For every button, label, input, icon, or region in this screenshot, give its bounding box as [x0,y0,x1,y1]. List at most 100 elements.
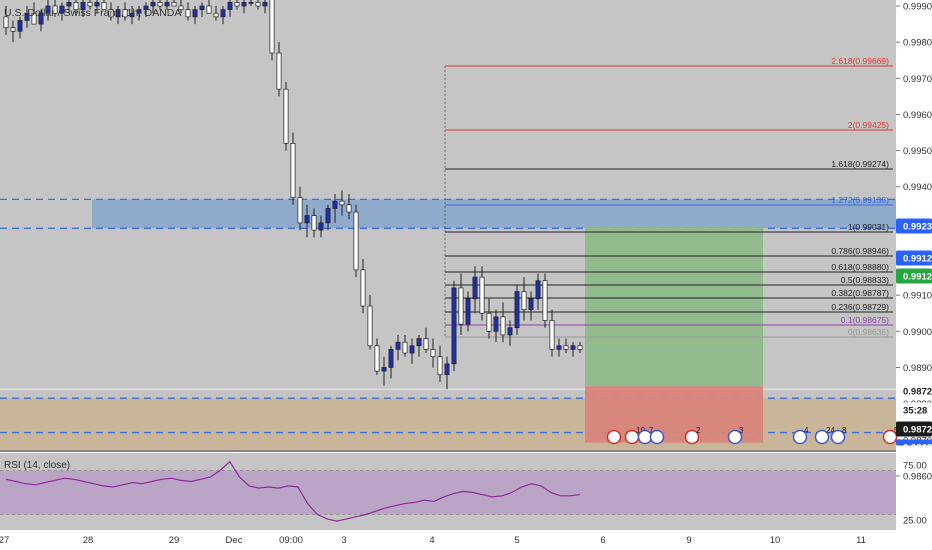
candle-body [472,276,478,300]
candle-body [101,2,107,10]
price-badge [896,250,932,266]
candle-body [381,367,387,372]
fib-label-1.272: 1.272(0.99138) [831,195,889,205]
candle-body [73,2,79,10]
candle-body [199,5,205,10]
time-label: 3 [341,535,346,546]
price-axis-labels: 0.99232 0.99128 0.99126 0.98728 35:28 0.98724… [896,218,932,454]
candle-body [185,9,191,18]
fib-label-0.786: 0.786(0.98946) [831,246,889,256]
candle-body [80,2,86,10]
event-count: 4 [804,426,809,435]
candle-body [451,287,457,365]
price-badge-text: 0.98724 [903,425,932,436]
price-badge-text: 0.99232 [903,222,932,233]
rsi-line [5,460,581,522]
event-marker [606,429,622,445]
economic-events-layer[interactable]: 1072342485 [606,426,900,445]
candle-body [10,27,16,32]
event-count: 7 [649,426,654,435]
candle-body [52,5,58,14]
candle-body [549,320,555,350]
time-label: 9 [686,535,691,546]
price-badge [896,439,932,446]
rsi-tick-label: 25.00 [903,516,927,527]
price-badge-text: 35:28 [903,406,927,417]
time-axis-background[interactable] [0,530,932,550]
time-label: 6 [600,535,605,546]
rsi-title: RSI (14, close) [4,460,70,471]
candle-body [311,215,317,231]
candle-body [269,0,275,54]
candle-body [528,298,534,310]
fib-label-0.618: 0.618(0.98880) [831,262,889,272]
candle-body [423,338,429,350]
time-label: 11 [856,535,866,546]
price-badge [896,421,932,437]
candle-body [556,345,562,350]
candle-body [59,5,65,14]
candle-body [479,276,485,314]
time-label: 10 [770,535,781,546]
candle-body [444,363,450,376]
candle-body [409,345,415,354]
candle-body [514,291,520,329]
fib-label-0.236: 0.236(0.98729) [831,302,889,312]
candle-body [353,211,359,271]
candle-body [402,341,408,354]
event-marker [792,429,808,445]
candle-body [500,316,506,336]
candle-body [45,5,51,14]
candle-body [38,12,44,25]
candle-body [493,316,499,332]
candle-body [346,204,352,213]
candle-body [171,2,177,7]
candle-body [367,305,373,347]
candle-body [388,349,394,368]
symbol-title: U.S. Dollar / Swiss Franc, 1h, OANDA [4,7,181,19]
candle-body [262,2,268,7]
candle-body [31,12,37,25]
candle-body [339,200,345,206]
candle-body [458,287,464,325]
candle-body [297,197,303,224]
candle-body [535,280,541,300]
candle-body [234,2,240,7]
candle-body [332,200,338,209]
candle-body [136,9,142,14]
time-label: Dec [226,535,243,546]
candle-body [542,280,548,321]
event-count: 8 [842,426,847,435]
candle-body [374,345,380,372]
price-badge [896,218,932,234]
candle-body [325,208,331,224]
event-marker [814,429,830,445]
candle-body [213,12,219,18]
candle-body [122,9,128,18]
candle-body [276,52,282,90]
candle-body [108,9,114,18]
event-marker [830,429,846,445]
candle-body [507,327,513,336]
supply-zone [92,199,896,229]
candle-body [248,2,254,4]
time-label: 09:00 [279,535,303,546]
price-tick-label: 0.98600 [903,471,932,482]
price-badge [896,383,932,399]
event-marker [882,429,898,445]
price-badge-text: 0.98728 [903,387,932,398]
fib-extension-layer[interactable]: 2.618(0.99669) 2(0.99425) 1.618(0.99274) 1.… [444,56,893,338]
fib-label-2: 2(0.99425) [848,120,889,130]
candle-body [129,12,135,18]
fib-label-0.1: 0.1(0.98675) [841,315,889,325]
fib-label-0.382: 0.382(0.98787) [831,288,889,298]
candle-body [157,2,163,7]
event-count: 10 [636,426,645,435]
